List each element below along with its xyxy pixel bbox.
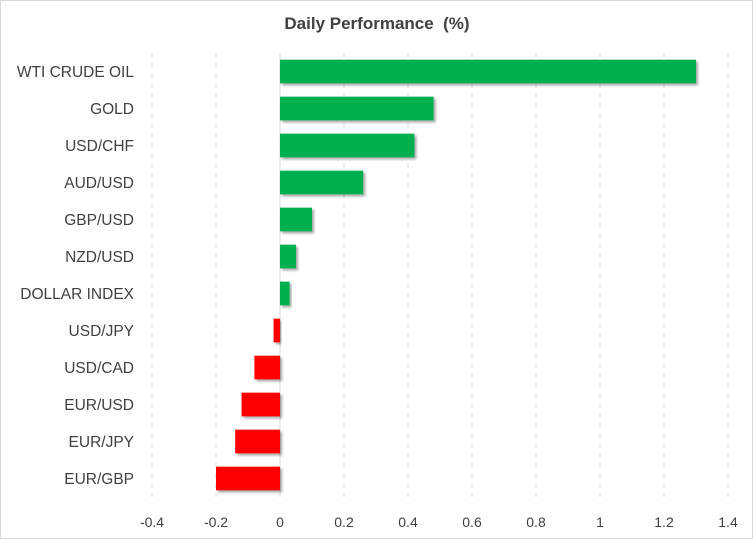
bar-usd-cad	[254, 355, 280, 380]
category-label: USD/JPY	[69, 323, 134, 340]
bar-nzd-usd	[280, 244, 296, 269]
x-tick-label: 0	[276, 514, 284, 530]
x-tick-label: 0.6	[462, 514, 482, 530]
bar-aud-usd	[280, 170, 364, 195]
bar-usd-jpy	[273, 318, 280, 343]
bar-dollar-index	[280, 281, 290, 306]
bars	[216, 59, 696, 491]
x-tick-label: 1	[596, 514, 604, 530]
x-tick-label: 0.8	[526, 514, 546, 530]
x-tick-label: 0.4	[398, 514, 418, 530]
category-label: WTI CRUDE OIL	[17, 64, 134, 81]
category-label: USD/CHF	[65, 138, 134, 155]
category-label: USD/CAD	[64, 360, 134, 377]
bar-eur-usd	[241, 392, 280, 417]
x-tick-label: 1.2	[654, 514, 674, 530]
bar-gold	[280, 96, 434, 121]
grid	[151, 53, 729, 497]
category-label: GBP/USD	[64, 212, 134, 229]
category-label: GOLD	[90, 101, 134, 118]
category-label: EUR/GBP	[64, 471, 134, 488]
category-label: EUR/USD	[64, 397, 134, 414]
category-label: NZD/USD	[65, 249, 134, 266]
category-label: AUD/USD	[64, 175, 134, 192]
x-tick-label: -0.2	[204, 514, 228, 530]
x-tick-label: -0.4	[140, 514, 164, 530]
bar-gbp-usd	[280, 207, 312, 232]
x-tick-label: 0.2	[334, 514, 354, 530]
chart-title: Daily Performance (%)	[284, 14, 469, 33]
x-axis-tick-labels: -0.4 -0.2 0 0.2 0.4 0.6 0.8 1 1.2 1.4	[140, 514, 738, 530]
x-tick-label: 1.4	[718, 514, 738, 530]
bar-usd-chf	[280, 133, 415, 158]
bar-eur-gbp	[216, 466, 280, 491]
bar-wti-crude-oil	[280, 59, 696, 84]
category-label: DOLLAR INDEX	[20, 286, 134, 303]
category-label: EUR/JPY	[69, 434, 134, 451]
category-labels: WTI CRUDE OIL GOLD USD/CHF AUD/USD GBP/USD NZ…	[17, 64, 135, 488]
bar-eur-jpy	[235, 429, 280, 454]
